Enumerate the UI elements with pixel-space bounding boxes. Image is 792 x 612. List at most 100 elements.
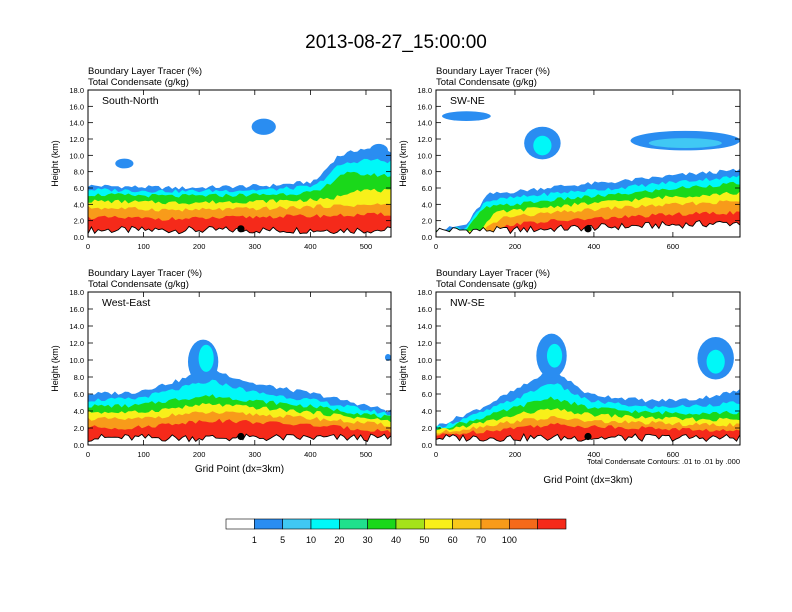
cloud-blob: [546, 343, 563, 368]
y-tick-label: 4.0: [422, 407, 432, 416]
colorbar: 1 5 10 20 30 40 50 60 70 100: [225, 518, 567, 545]
panel-nw-se: Boundary Layer Tracer (%)Total Condensat…: [398, 268, 741, 459]
cloud-blob: [251, 118, 276, 135]
tracer-band: [88, 212, 391, 234]
y-tick-label: 2.0: [74, 424, 84, 433]
cloud-blob: [369, 143, 388, 157]
panel-tracer-label: Boundary Layer Tracer (%): [436, 268, 550, 279]
panel-condensate-label: Total Condensate (g/kg): [88, 77, 189, 88]
x-tick-label: 300: [249, 242, 262, 251]
colorbar-swatch: [509, 518, 538, 530]
location-marker: [584, 225, 592, 233]
y-tick-label: 10.0: [417, 151, 432, 160]
y-tick-label: 6.0: [74, 184, 84, 193]
contour-note: Total Condensate Contours: .01 to .01 by…: [587, 457, 740, 466]
y-tick-label: 8.0: [74, 168, 84, 177]
colorbar-label: 50: [419, 535, 429, 545]
cloud-blob: [648, 138, 722, 148]
plot-frame: [87, 291, 392, 446]
y-tick-label: 4.0: [74, 200, 84, 209]
y-tick-label: 14.0: [417, 322, 432, 331]
colorbar-swatch: [225, 518, 255, 530]
x-tick-label: 400: [304, 242, 317, 251]
colorbar-swatch: [452, 518, 482, 530]
colorbar-label: 100: [502, 535, 517, 545]
colorbar-label: 10: [306, 535, 316, 545]
x-tick-label: 500: [360, 242, 373, 251]
y-tick-label: 12.0: [69, 135, 84, 144]
x-tick-label: 0: [434, 242, 438, 251]
y-tick-label: 8.0: [422, 373, 432, 382]
colorbar-swatch: [480, 518, 510, 530]
y-tick-label: 16.0: [417, 102, 432, 111]
colorbar-swatch: [282, 518, 312, 530]
colorbar-label: 5: [280, 535, 285, 545]
tracer-field: [436, 333, 740, 445]
y-tick-label: 2.0: [422, 217, 432, 226]
tracer-field: [436, 111, 740, 237]
colorbar-label: 30: [363, 535, 373, 545]
y-tick-label: 0.0: [74, 441, 84, 450]
x-tick-label: 600: [667, 450, 680, 459]
colorbar-swatch: [310, 518, 340, 530]
colorbar-swatch: [367, 518, 397, 530]
y-tick-label: 18.0: [417, 288, 432, 297]
y-tick-label: 2.0: [422, 424, 432, 433]
y-axis-label: Height (km): [398, 140, 408, 187]
tracer-band: [436, 422, 740, 442]
colorbar-label: 20: [334, 535, 344, 545]
x-tick-label: 500: [360, 450, 373, 459]
x-tick-label: 0: [434, 450, 438, 459]
y-tick-label: 6.0: [74, 390, 84, 399]
y-tick-label: 4.0: [422, 200, 432, 209]
y-tick-label: 4.0: [74, 407, 84, 416]
colorbar-label: 60: [448, 535, 458, 545]
y-tick-label: 12.0: [417, 135, 432, 144]
y-axis-label: Height (km): [398, 345, 408, 392]
panel-south-north: Boundary Layer Tracer (%)Total Condensat…: [50, 66, 392, 251]
y-tick-label: 8.0: [74, 373, 84, 382]
cloud-blob: [115, 158, 134, 169]
location-marker: [584, 432, 592, 441]
x-tick-label: 100: [137, 242, 150, 251]
panel-name: West-East: [102, 297, 150, 309]
tracer-band: [88, 418, 391, 442]
colorbar-swatch: [339, 518, 368, 530]
y-tick-label: 10.0: [417, 356, 432, 365]
panel-tracer-label: Boundary Layer Tracer (%): [436, 66, 550, 77]
cloud-blob: [198, 344, 214, 372]
cloud-blob: [442, 111, 491, 122]
y-tick-label: 16.0: [69, 102, 84, 111]
colorbar-swatch: [537, 518, 567, 530]
colorbar-label: 1: [252, 535, 257, 545]
y-tick-label: 6.0: [422, 184, 432, 193]
x-tick-label: 200: [509, 242, 522, 251]
cloud-blob: [706, 349, 725, 374]
x-tick-label: 200: [193, 450, 206, 459]
tracer-band: [436, 200, 740, 234]
y-tick-label: 14.0: [417, 119, 432, 128]
x-tick-label: 400: [304, 450, 317, 459]
panel-name: South-North: [102, 95, 159, 107]
y-tick-label: 0.0: [422, 441, 432, 450]
y-tick-label: 16.0: [69, 305, 84, 314]
y-axis-label: Height (km): [50, 140, 60, 187]
x-tick-label: 0: [86, 450, 90, 459]
y-tick-label: 2.0: [74, 217, 84, 226]
panel-name: SW-NE: [450, 95, 485, 107]
y-tick-label: 10.0: [69, 151, 84, 160]
page-title: 2013-08-27_15:00:00: [305, 32, 487, 53]
colorbar-swatch: [424, 518, 453, 530]
plot-frame: [87, 89, 392, 238]
y-tick-label: 0.0: [74, 233, 84, 242]
panel-sw-ne: Boundary Layer Tracer (%)Total Condensat…: [398, 66, 741, 251]
panel-west-east: Boundary Layer Tracer (%)Total Condensat…: [50, 268, 392, 459]
y-tick-label: 14.0: [69, 119, 84, 128]
x-axis-label: Grid Point (dx=3km): [543, 475, 632, 486]
y-tick-label: 12.0: [417, 339, 432, 348]
cloud-blob: [384, 354, 391, 361]
colorbar-swatch: [395, 518, 425, 530]
plot-frame: [435, 89, 741, 238]
colorbar-swatch: [254, 518, 283, 530]
y-tick-label: 8.0: [422, 168, 432, 177]
